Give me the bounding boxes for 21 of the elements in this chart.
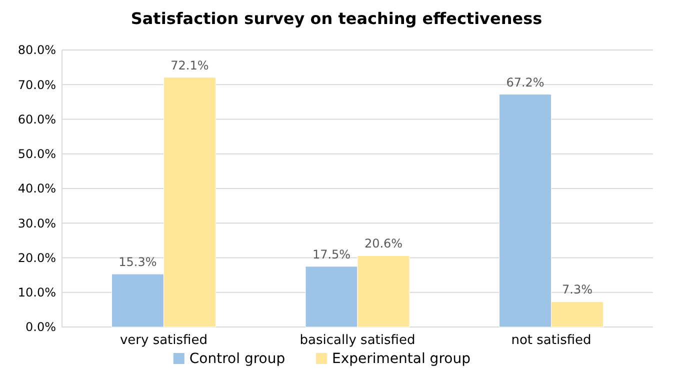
data-label: 20.6% [364, 236, 403, 251]
data-label: 7.3% [562, 282, 593, 297]
chart-title: Satisfaction survey on teaching effectiveness [130, 9, 542, 28]
y-tick-label: 0.0% [26, 320, 56, 334]
data-label: 67.2% [506, 75, 544, 90]
data-label: 17.5% [312, 247, 351, 262]
y-tick-label: 20.0% [18, 250, 56, 265]
y-tick-label: 30.0% [18, 216, 56, 230]
x-tick-label: basically satisfied [300, 333, 416, 348]
y-tick-label: 50.0% [18, 147, 56, 162]
legend-label: Experimental group [332, 351, 471, 367]
x-tick-label: very satisfied [120, 333, 208, 348]
y-tick-label: 80.0% [18, 43, 56, 58]
data-label: 15.3% [118, 255, 157, 270]
y-tick-label: 60.0% [18, 112, 56, 126]
legend-label: Control group [189, 351, 286, 367]
data-label: 72.1% [170, 58, 209, 72]
x-tick-label: not satisfied [511, 333, 592, 348]
y-tick-label: 40.0% [18, 182, 56, 196]
y-tick-label: 10.0% [18, 286, 56, 300]
y-tick-label: 70.0% [18, 78, 56, 92]
